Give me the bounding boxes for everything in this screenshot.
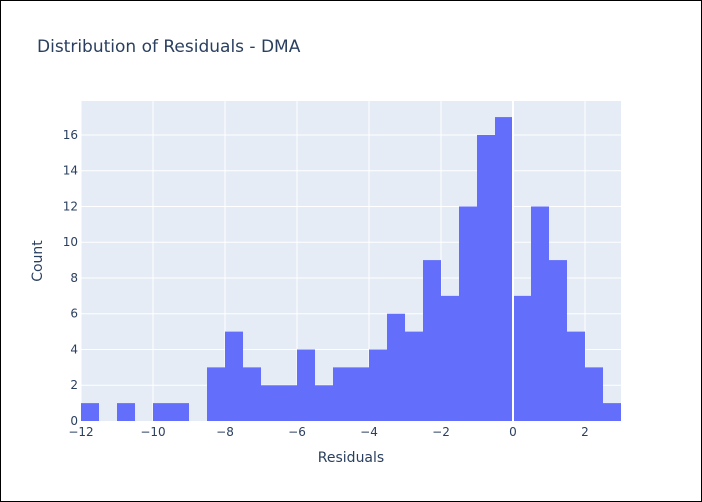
- histogram-bar: [567, 331, 585, 421]
- y-tick-label: 4: [70, 342, 78, 356]
- y-tick-label: 8: [70, 271, 78, 285]
- x-axis-ticks: −12 −10 −8 −6 −4 −2 0 2: [68, 425, 588, 439]
- histogram-bar: [495, 117, 513, 421]
- histogram-bar: [207, 367, 225, 421]
- y-tick-label: 6: [70, 307, 78, 321]
- histogram-bar: [477, 134, 495, 421]
- histogram-bar: [333, 367, 351, 421]
- x-tick-label: −2: [432, 425, 450, 439]
- histogram-bar: [153, 403, 171, 421]
- chart-title: Distribution of Residuals - DMA: [37, 37, 301, 57]
- histogram-bar: [549, 260, 567, 421]
- y-tick-label: 14: [63, 164, 78, 178]
- x-tick-label: −6: [288, 425, 306, 439]
- histogram-bar: [261, 385, 279, 421]
- y-axis-title: Count: [30, 240, 46, 282]
- x-axis-title: Residuals: [318, 450, 384, 466]
- y-tick-label: 12: [63, 199, 78, 213]
- x-tick-label: −4: [360, 425, 378, 439]
- histogram-bar: [531, 206, 549, 421]
- x-tick-label: 0: [509, 425, 517, 439]
- y-tick-label: 16: [63, 128, 78, 142]
- y-tick-label: 2: [70, 378, 78, 392]
- x-tick-label: −8: [216, 425, 234, 439]
- y-axis-ticks: 0 2 4 6 8 10 12 14 16: [63, 128, 78, 428]
- histogram-bar: [441, 295, 459, 421]
- histogram-bar: [351, 367, 369, 421]
- histogram-bar: [369, 349, 387, 421]
- histogram-bar: [585, 367, 603, 421]
- histogram-bar: [387, 313, 405, 421]
- histogram-bar: [225, 331, 243, 421]
- histogram-bar: [405, 331, 423, 421]
- histogram-bar: [279, 385, 297, 421]
- histogram-bar: [513, 295, 531, 421]
- histogram-bar: [459, 206, 477, 421]
- histogram-bar: [171, 403, 189, 421]
- histogram-bar: [423, 260, 441, 421]
- histogram-bar: [243, 367, 261, 421]
- x-tick-label: 2: [581, 425, 589, 439]
- histogram-bar: [297, 349, 315, 421]
- histogram-bar: [315, 385, 333, 421]
- x-tick-label: −10: [140, 425, 165, 439]
- histogram-bar: [81, 403, 99, 421]
- histogram-bar: [603, 403, 621, 421]
- histogram-bar: [117, 403, 135, 421]
- bars: [81, 117, 621, 421]
- x-tick-label: −12: [68, 425, 93, 439]
- y-tick-label: 10: [63, 235, 78, 249]
- y-tick-label: 0: [70, 414, 78, 428]
